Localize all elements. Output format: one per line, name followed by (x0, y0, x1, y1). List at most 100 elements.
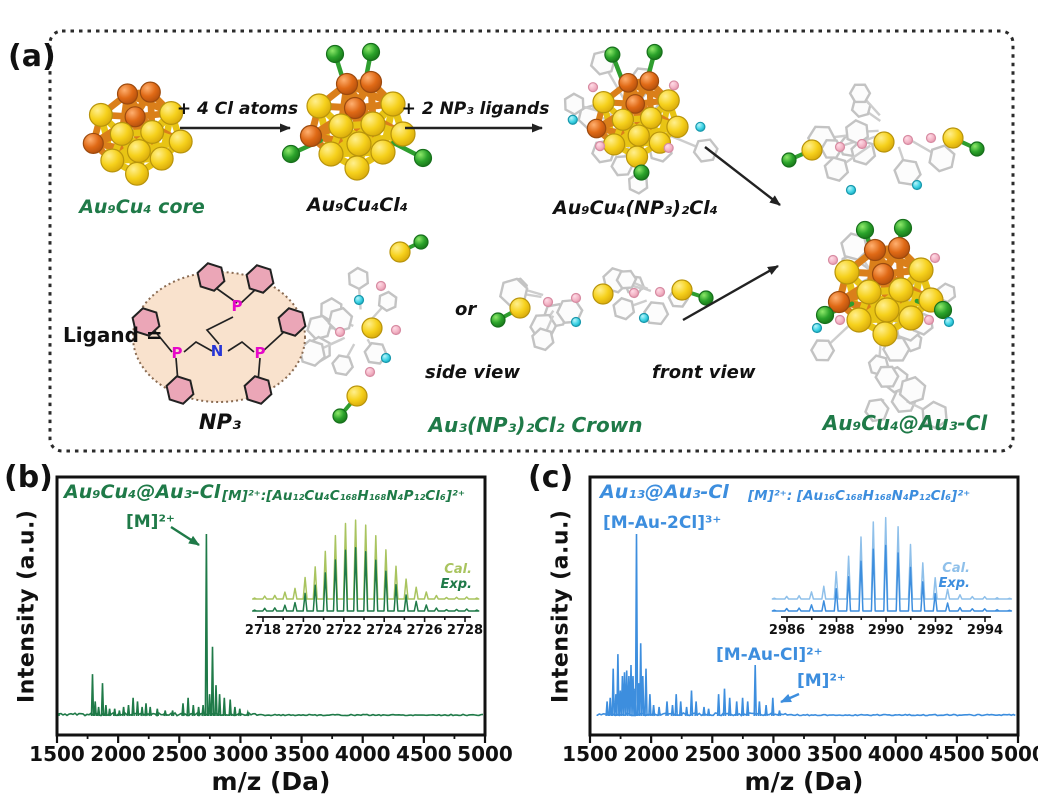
au-atom (390, 121, 416, 147)
au-atom (140, 119, 165, 144)
phenyl-ring (823, 156, 850, 182)
b-x-axis-label: m/z (Da) (211, 767, 331, 796)
cl-atom (633, 164, 650, 181)
au-atom (124, 161, 149, 186)
c-m2plus-label: [M]²⁺ (797, 671, 846, 691)
b-m2plus-arrow (170, 525, 200, 547)
metal-cluster (82, 81, 193, 186)
cu-atom (343, 96, 367, 120)
cl-atom (325, 44, 345, 64)
panel-b-tag: (b) (4, 460, 53, 495)
au-atom (602, 133, 626, 156)
cl-atom (969, 141, 985, 157)
n-atom (638, 312, 650, 324)
cl-atom (413, 234, 429, 250)
au-atom (361, 317, 383, 339)
c-inset-formula-label: [M]²⁺: [Au₁₆C₁₆₈H₁₆₈N₄P₁₂Cl₆]²⁺ (748, 488, 971, 504)
cl-atom (413, 148, 433, 168)
inset-tick-label: 2718 (244, 623, 282, 638)
x-tick-label: 2500 (684, 742, 741, 766)
cu-atom (82, 132, 104, 154)
au-atom (611, 108, 635, 131)
exp-trace (251, 546, 480, 612)
phenyl-ring (377, 290, 398, 313)
phenyl-ring (243, 375, 273, 405)
au-atom (639, 106, 663, 130)
au-atom (109, 121, 134, 146)
cu-atom (586, 118, 607, 139)
product2-label: Au₉Cu₄(NP₃)₂Cl₄ (553, 197, 718, 219)
phenyl-ring (874, 365, 900, 388)
core-label: Au₉Cu₄ core (79, 196, 205, 218)
p-atom (628, 287, 640, 299)
front-view-label: front view (652, 362, 756, 383)
au-atom (898, 305, 924, 331)
cal-trace (251, 519, 480, 600)
phosphorus-letter: P (232, 297, 243, 315)
phenyl-ring (643, 301, 670, 326)
crown-motif (781, 127, 985, 196)
inset-tick-label: 2992 (917, 623, 954, 638)
phenyl-ring (848, 83, 872, 104)
cl-atom (781, 152, 797, 168)
au-atom (380, 91, 406, 117)
cl-atom (604, 46, 621, 63)
p-atom (834, 314, 846, 326)
spectrum-trace (596, 533, 1016, 717)
x-tick-label: 4000 (334, 742, 391, 766)
cl-atom (893, 218, 913, 238)
p-atom (923, 314, 935, 326)
cu-atom (618, 72, 639, 93)
b-m2plus-label: [M]²⁺ (126, 512, 175, 532)
n-atom (911, 179, 923, 191)
n-atom (567, 114, 578, 125)
ligand-phenyl-group (498, 277, 584, 352)
ligand-bond (240, 288, 257, 304)
nitrogen-letter: N (211, 342, 224, 360)
au-atom (942, 127, 964, 149)
panel-c-tag: (c) (528, 460, 574, 495)
inset-tick-label: 2724 (366, 623, 403, 638)
side-view-label: side view (425, 362, 520, 383)
phenyl-ring (928, 144, 956, 173)
cu-atom (139, 81, 161, 103)
inset-tick-label: 2986 (768, 623, 806, 638)
cu-atom (871, 262, 895, 286)
au-atom (873, 131, 895, 153)
ligand-bond (205, 316, 234, 345)
ligand-phenyl-group (806, 83, 956, 186)
exp-trace (771, 544, 1013, 612)
step2-label: + 2 NP₃ ligands (401, 99, 550, 119)
au-atom (834, 259, 860, 285)
phenyl-ring (277, 307, 307, 337)
b-cal-legend: Cal. (444, 562, 472, 577)
ligand-bond (215, 287, 238, 304)
phenyl-ring (245, 264, 275, 294)
au-atom (888, 277, 914, 303)
phenyl-ring (692, 138, 719, 163)
au-atom (389, 241, 411, 263)
b-spectrum-title: Au₉Cu₄@Au₃-Cl (64, 481, 221, 503)
phenyl-ring (615, 269, 638, 290)
n-atom (811, 322, 823, 334)
crown-motif (332, 234, 429, 424)
panel-a-tag: (a) (8, 39, 56, 74)
inset-tick-label: 2720 (285, 623, 322, 638)
x-tick-label: 3000 (212, 742, 269, 766)
p-atom (902, 134, 914, 146)
au-atom (625, 145, 649, 168)
c-cal-legend: Cal. (942, 561, 970, 576)
cal-trace (771, 516, 1013, 600)
p-atom (668, 80, 680, 91)
cl-atom (332, 408, 348, 424)
phenyl-ring (531, 327, 555, 352)
cu-atom (625, 94, 646, 114)
au-atom (370, 139, 396, 165)
au-atom (346, 131, 372, 157)
c-m2plus-arrow (780, 692, 800, 704)
au-atom (168, 129, 193, 154)
cu-atom (639, 71, 660, 91)
p-atom (856, 138, 868, 150)
inset-tick-label: 2990 (867, 623, 905, 638)
